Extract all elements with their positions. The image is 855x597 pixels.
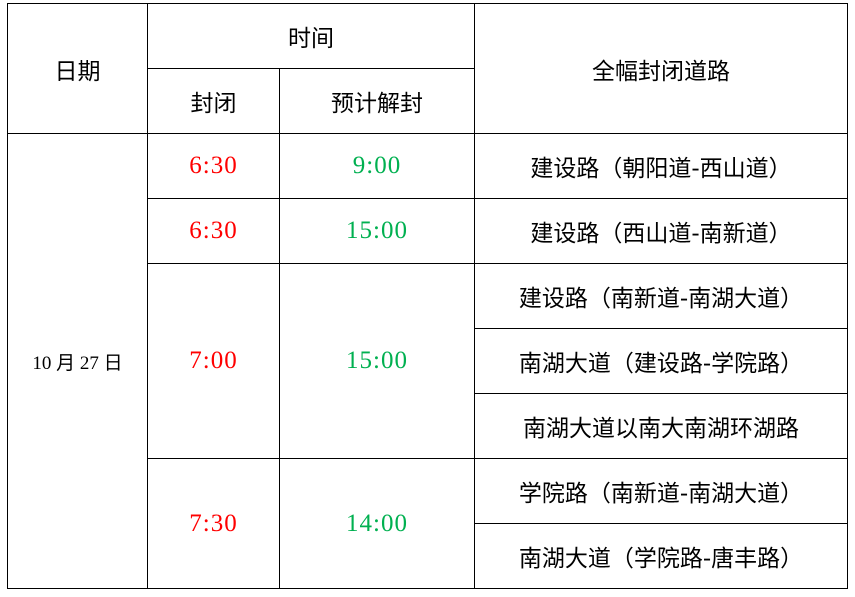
close-time: 6:30 [147,198,280,264]
road-cell: 学院路（南新道-南湖大道） [474,458,848,524]
reopen-time: 15:00 [279,198,475,264]
header-reopen: 预计解封 [279,68,475,134]
road-cell: 建设路（南新道-南湖大道） [474,263,848,329]
date-cell: 10 月 27 日 [7,133,148,589]
header-date: 日期 [7,3,148,134]
close-time: 7:30 [147,458,280,589]
header-close: 封闭 [147,68,280,134]
header-time: 时间 [147,3,475,69]
close-time: 7:00 [147,263,280,459]
reopen-time: 15:00 [279,263,475,459]
road-closure-table: 日期 时间 全幅封闭道路 封闭 预计解封 10 月 27 日 6:30 9:00… [7,3,848,589]
header-roads: 全幅封闭道路 [474,3,848,134]
reopen-time: 9:00 [279,133,475,199]
road-cell: 建设路（朝阳道-西山道） [474,133,848,199]
reopen-time: 14:00 [279,458,475,589]
road-cell: 建设路（西山道-南新道） [474,198,848,264]
road-cell: 南湖大道（学院路-唐丰路） [474,523,848,589]
close-time: 6:30 [147,133,280,199]
road-cell: 南湖大道以南大南湖环湖路 [474,393,848,459]
road-cell: 南湖大道（建设路-学院路） [474,328,848,394]
